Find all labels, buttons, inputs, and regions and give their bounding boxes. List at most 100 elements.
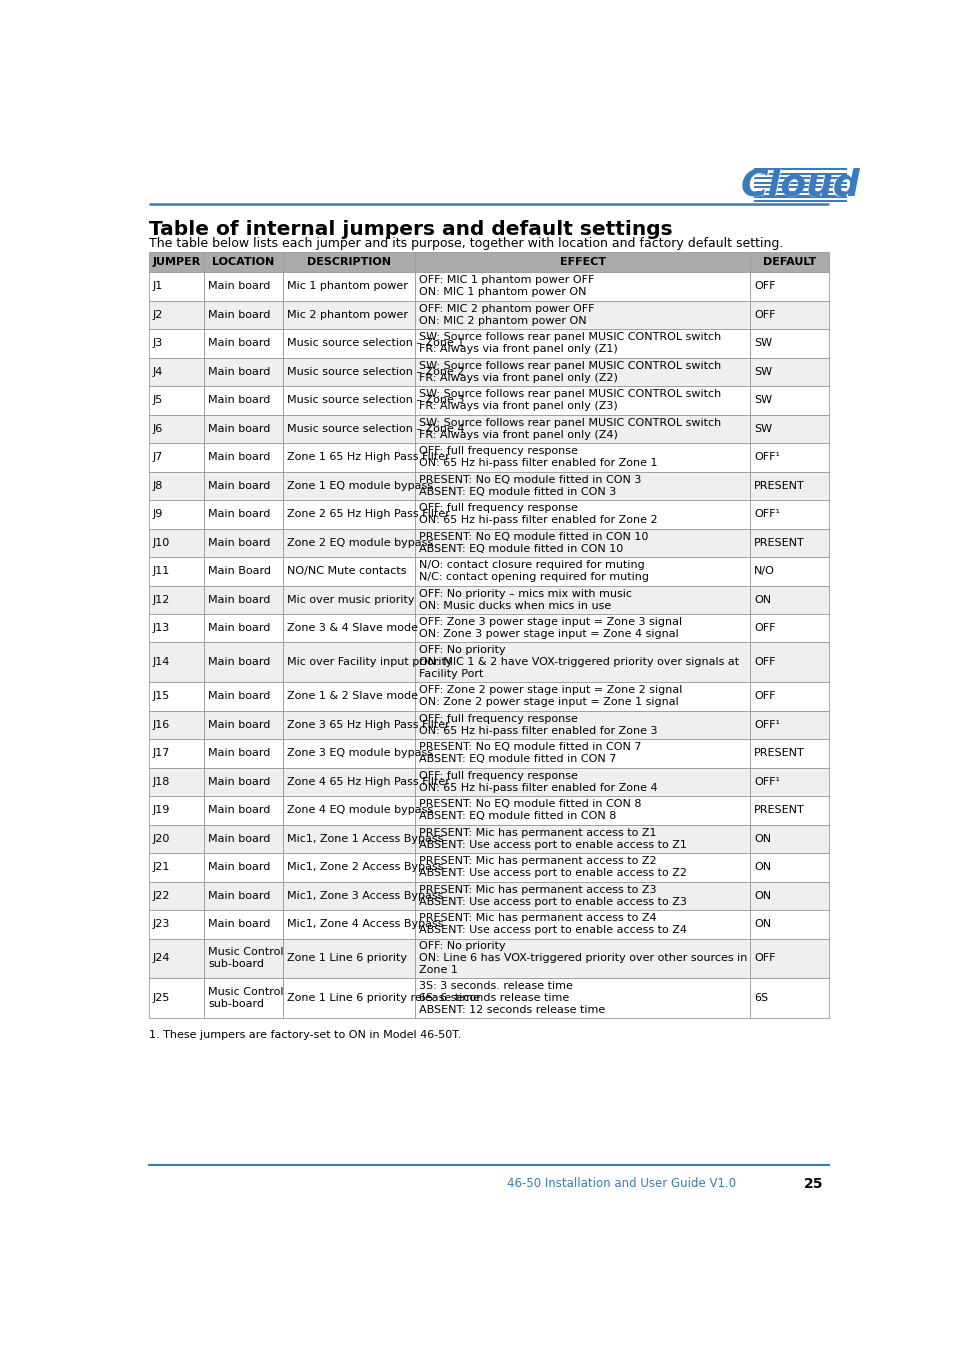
Text: Mic1, Zone 1 Access Bypass: Mic1, Zone 1 Access Bypass <box>286 834 442 844</box>
Bar <box>749 329 828 358</box>
Bar <box>282 386 415 414</box>
Text: Zone 4 65 Hz High Pass Filter: Zone 4 65 Hz High Pass Filter <box>286 776 449 787</box>
Text: PRESENT: PRESENT <box>753 537 804 548</box>
Bar <box>204 825 282 853</box>
Text: ON: ON <box>753 834 770 844</box>
Text: J5: J5 <box>152 396 163 405</box>
Bar <box>204 938 282 979</box>
Bar <box>149 558 204 586</box>
Bar <box>415 586 749 614</box>
Bar <box>149 738 204 768</box>
Text: Main board: Main board <box>208 481 271 491</box>
Bar <box>415 443 749 471</box>
Bar <box>282 358 415 386</box>
Bar <box>753 182 846 184</box>
Bar <box>415 386 749 414</box>
Text: OFF: Zone 2 power stage input = Zone 2 signal
ON: Zone 2 power stage input = Zon: OFF: Zone 2 power stage input = Zone 2 s… <box>419 686 682 707</box>
Bar <box>415 710 749 738</box>
Text: PRESENT: No EQ module fitted in CON 8
ABSENT: EQ module fitted in CON 8: PRESENT: No EQ module fitted in CON 8 AB… <box>419 799 641 821</box>
Bar <box>204 882 282 910</box>
Bar <box>749 768 828 796</box>
Text: OFF: OFF <box>753 281 775 292</box>
Text: J4: J4 <box>152 367 163 377</box>
Text: OFF: full frequency response
ON: 65 Hz hi-pass filter enabled for Zone 2: OFF: full frequency response ON: 65 Hz h… <box>419 504 658 525</box>
Text: Zone 1 65 Hz High Pass Filter: Zone 1 65 Hz High Pass Filter <box>286 452 449 462</box>
Text: 25: 25 <box>802 1177 822 1191</box>
Text: PRESENT: Mic has permanent access to Z4
ABSENT: Use access port to enable access: PRESENT: Mic has permanent access to Z4 … <box>419 914 686 936</box>
Bar <box>149 796 204 825</box>
Bar <box>749 882 828 910</box>
Text: PRESENT: PRESENT <box>753 481 804 491</box>
Bar <box>415 358 749 386</box>
Text: J20: J20 <box>152 834 170 844</box>
Text: J16: J16 <box>152 720 170 730</box>
Bar <box>282 614 415 643</box>
Text: OFF: No priority – mics mix with music
ON: Music ducks when mics in use: OFF: No priority – mics mix with music O… <box>419 589 632 610</box>
Text: NO/NC Mute contacts: NO/NC Mute contacts <box>286 566 406 576</box>
Text: Zone 1 EQ module bypass: Zone 1 EQ module bypass <box>286 481 432 491</box>
Text: J19: J19 <box>152 806 170 815</box>
Bar <box>749 938 828 979</box>
Text: OFF¹: OFF¹ <box>753 452 780 462</box>
Bar <box>749 643 828 682</box>
Bar <box>282 825 415 853</box>
Text: Main board: Main board <box>208 691 271 702</box>
Text: JUMPER: JUMPER <box>152 256 200 267</box>
Bar <box>149 643 204 682</box>
Text: Main board: Main board <box>208 310 271 320</box>
Text: J7: J7 <box>152 452 163 462</box>
Bar <box>749 443 828 471</box>
Text: Zone 3 EQ module bypass: Zone 3 EQ module bypass <box>286 748 432 759</box>
Bar <box>753 177 846 180</box>
Bar <box>282 979 415 1018</box>
Bar <box>753 177 846 180</box>
Text: Main board: Main board <box>208 339 271 348</box>
Bar <box>282 586 415 614</box>
Bar <box>415 643 749 682</box>
Text: Mic1, Zone 2 Access Bypass: Mic1, Zone 2 Access Bypass <box>286 863 442 872</box>
Text: Zone 1 Line 6 priority: Zone 1 Line 6 priority <box>286 953 406 964</box>
Text: Main board: Main board <box>208 891 271 900</box>
Text: J23: J23 <box>152 919 170 929</box>
Text: OFF: OFF <box>753 953 775 964</box>
Text: Main board: Main board <box>208 624 271 633</box>
Text: ON: ON <box>753 919 770 929</box>
Bar <box>753 173 846 176</box>
Bar <box>415 938 749 979</box>
Text: J17: J17 <box>152 748 170 759</box>
Text: OFF: OFF <box>753 310 775 320</box>
Text: Main board: Main board <box>208 748 271 759</box>
Bar <box>204 500 282 528</box>
Text: Main board: Main board <box>208 509 271 520</box>
Text: Mic 2 phantom power: Mic 2 phantom power <box>286 310 407 320</box>
Bar <box>753 190 846 193</box>
Text: J9: J9 <box>152 509 163 520</box>
Bar <box>753 182 846 184</box>
Bar <box>204 301 282 329</box>
Bar <box>415 882 749 910</box>
Bar <box>753 200 846 202</box>
Text: Zone 2 EQ module bypass: Zone 2 EQ module bypass <box>286 537 433 548</box>
Bar <box>282 710 415 738</box>
Text: OFF: full frequency response
ON: 65 Hz hi-pass filter enabled for Zone 3: OFF: full frequency response ON: 65 Hz h… <box>419 714 658 736</box>
Bar <box>749 273 828 301</box>
Text: ON: ON <box>753 891 770 900</box>
Bar <box>415 528 749 558</box>
Text: 1. These jumpers are factory-set to ON in Model 46-50T.: 1. These jumpers are factory-set to ON i… <box>149 1030 460 1041</box>
Text: LOCATION: LOCATION <box>213 256 274 267</box>
Text: J6: J6 <box>152 424 163 433</box>
Text: Music source selection – Zone 2: Music source selection – Zone 2 <box>286 367 464 377</box>
Bar <box>415 825 749 853</box>
Text: PRESENT: PRESENT <box>753 806 804 815</box>
Text: Zone 3 65 Hz High Pass Filter: Zone 3 65 Hz High Pass Filter <box>286 720 449 730</box>
Text: SW: Source follows rear panel MUSIC CONTROL switch
FR: Always via front panel on: SW: Source follows rear panel MUSIC CONT… <box>419 332 720 354</box>
Bar <box>749 853 828 882</box>
Bar <box>282 738 415 768</box>
Text: DEFAULT: DEFAULT <box>762 256 816 267</box>
Bar <box>753 200 846 202</box>
Text: PRESENT: No EQ module fitted in CON 3
ABSENT: EQ module fitted in CON 3: PRESENT: No EQ module fitted in CON 3 AB… <box>419 475 641 497</box>
Text: ON: ON <box>753 595 770 605</box>
Text: OFF: No priority
ON: Line 6 has VOX-triggered priority over other sources in
Zon: OFF: No priority ON: Line 6 has VOX-trig… <box>419 941 747 975</box>
Text: Main board: Main board <box>208 281 271 292</box>
Bar <box>753 190 846 193</box>
